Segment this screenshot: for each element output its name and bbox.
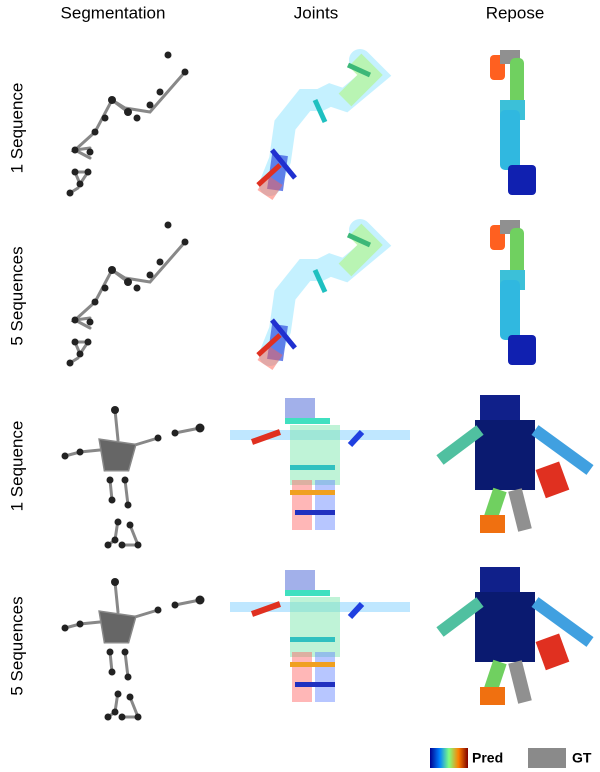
legend-label: GT xyxy=(572,750,592,766)
column-header: Segmentation xyxy=(61,3,166,22)
column-header: Joints xyxy=(294,3,338,22)
row-label: 1 Sequence xyxy=(7,83,26,174)
pred-swatch xyxy=(430,748,468,768)
row-label: 5 Sequences xyxy=(7,596,26,695)
panel-row-1 xyxy=(67,50,537,197)
panel-row-2 xyxy=(67,220,537,367)
legend-label: Pred xyxy=(472,750,503,766)
panel-row-3 xyxy=(62,395,591,549)
legend: Pred GT xyxy=(430,748,592,768)
gt-swatch xyxy=(528,748,566,768)
figure: Segmentation Joints Repose 1 Sequence 5 … xyxy=(0,0,600,772)
column-header: Repose xyxy=(486,3,545,22)
row-label: 5 Sequences xyxy=(7,246,26,345)
row-label: 1 Sequence xyxy=(7,421,26,512)
panel-row-4 xyxy=(62,567,591,721)
